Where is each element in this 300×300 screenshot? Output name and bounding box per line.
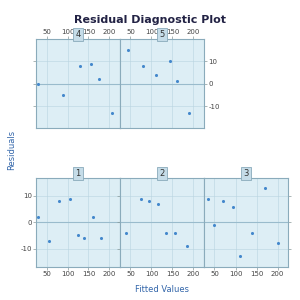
Point — [275, 241, 280, 246]
Point — [57, 199, 62, 204]
Text: Residual Diagnostic Plot: Residual Diagnostic Plot — [74, 15, 226, 25]
Point — [168, 59, 173, 64]
Point — [212, 223, 217, 227]
Point — [78, 63, 82, 68]
Point — [97, 77, 101, 82]
Point — [67, 196, 72, 201]
Point — [155, 202, 160, 206]
Point — [82, 236, 87, 241]
Point — [262, 186, 267, 190]
Text: Residuals: Residuals — [8, 130, 16, 170]
Point — [250, 230, 255, 235]
Point — [174, 79, 179, 84]
Text: 3: 3 — [243, 169, 249, 178]
Point — [88, 61, 93, 66]
Point — [76, 233, 80, 238]
Text: 4: 4 — [75, 30, 81, 39]
Point — [172, 230, 177, 235]
Point — [237, 254, 242, 259]
Point — [164, 230, 169, 235]
Point — [187, 110, 192, 115]
Text: 2: 2 — [159, 169, 165, 178]
Point — [139, 196, 143, 201]
Point — [220, 199, 225, 204]
Point — [185, 244, 190, 248]
Point — [147, 199, 152, 204]
Point — [231, 204, 236, 209]
Point — [90, 214, 95, 219]
Point — [36, 81, 40, 86]
Text: 5: 5 — [159, 30, 165, 39]
Point — [126, 48, 131, 52]
Text: Fitted Values: Fitted Values — [135, 286, 189, 295]
Point — [153, 72, 158, 77]
Point — [206, 196, 211, 201]
Point — [141, 63, 146, 68]
Point — [124, 230, 129, 235]
Point — [46, 238, 51, 243]
Text: 1: 1 — [75, 169, 81, 178]
Point — [61, 92, 66, 97]
Point — [99, 236, 103, 241]
Point — [36, 214, 40, 219]
Point — [109, 110, 114, 115]
